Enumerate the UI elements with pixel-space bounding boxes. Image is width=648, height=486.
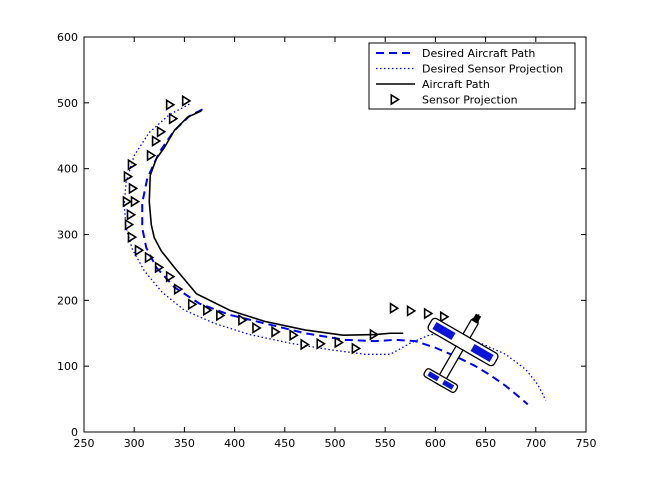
legend-label: Sensor Projection bbox=[422, 94, 518, 107]
sensor-projection-marker bbox=[168, 112, 179, 125]
sensor-projection-marker bbox=[127, 231, 138, 244]
x-tick-label: 350 bbox=[174, 437, 195, 450]
x-tick-label: 750 bbox=[576, 437, 597, 450]
sensor-projection-marker bbox=[406, 304, 417, 317]
sensor-projection-marker bbox=[154, 261, 165, 274]
sensor-projection-marker bbox=[144, 251, 155, 264]
legend-item: Sensor Projection bbox=[390, 93, 518, 107]
legend-item: Desired Aircraft Path bbox=[376, 47, 535, 60]
x-tick-label: 700 bbox=[525, 437, 546, 450]
series-desired-aircraft-path bbox=[141, 108, 529, 406]
legend-label: Desired Aircraft Path bbox=[422, 47, 535, 60]
y-tick-label: 100 bbox=[57, 360, 78, 373]
x-tick-label: 600 bbox=[425, 437, 446, 450]
sensor-projection-marker bbox=[238, 314, 248, 327]
sensor-projection-marker bbox=[389, 302, 400, 315]
sensor-projection-marker bbox=[126, 208, 137, 221]
series-aircraft-path bbox=[148, 110, 404, 337]
sensor-projection-marker bbox=[187, 298, 198, 311]
x-tick-label: 650 bbox=[475, 437, 496, 450]
series-desired-sensor-projection bbox=[123, 103, 547, 401]
sensor-projection-marker bbox=[423, 307, 434, 320]
sensor-projection-marker bbox=[252, 322, 262, 334]
legend-label: Desired Sensor Projection bbox=[422, 63, 563, 76]
series-sensor-projection bbox=[122, 94, 450, 355]
aircraft-wing-panel bbox=[470, 344, 494, 362]
x-tick-label: 500 bbox=[325, 437, 346, 450]
y-tick-label: 500 bbox=[57, 97, 78, 110]
sensor-projection-marker bbox=[271, 325, 281, 338]
sensor-projection-marker bbox=[369, 328, 380, 341]
sensor-projection-marker bbox=[351, 342, 362, 355]
sensor-projection-marker bbox=[124, 218, 135, 231]
sensor-projection-marker bbox=[289, 329, 299, 342]
sensor-projection-marker bbox=[300, 338, 310, 351]
sensor-projection-marker bbox=[122, 195, 133, 208]
series-line bbox=[141, 108, 529, 406]
sensor-projection-marker bbox=[216, 309, 226, 322]
sensor-projection-marker bbox=[156, 125, 167, 138]
aircraft-nose bbox=[471, 313, 482, 324]
sensor-projection-marker bbox=[134, 244, 145, 257]
sensor-projection-marker bbox=[334, 336, 345, 349]
x-tick-label: 550 bbox=[375, 437, 396, 450]
legend-marker bbox=[390, 93, 401, 106]
y-tick-label: 300 bbox=[57, 229, 78, 242]
sensor-projection-marker bbox=[146, 149, 157, 162]
y-tick-label: 600 bbox=[57, 31, 78, 44]
x-tick-label: 250 bbox=[74, 437, 95, 450]
y-tick-label: 200 bbox=[57, 294, 78, 307]
sensor-projection-marker bbox=[439, 310, 450, 323]
legend: Desired Aircraft Path Desired Sensor Proj… bbox=[368, 42, 576, 110]
series-line bbox=[123, 103, 547, 401]
sensor-projection-marker bbox=[202, 304, 213, 317]
aircraft-icon bbox=[423, 313, 499, 394]
sensor-projection-marker bbox=[181, 94, 192, 107]
x-tick-label: 450 bbox=[274, 437, 295, 450]
sensor-projection-marker bbox=[165, 98, 176, 111]
sensor-projection-marker bbox=[151, 135, 162, 147]
sensor-projection-marker bbox=[127, 158, 138, 171]
aircraft-wing-panel bbox=[432, 322, 456, 340]
plot-area bbox=[122, 94, 547, 406]
sensor-projection-marker bbox=[316, 337, 326, 350]
legend-label: Aircraft Path bbox=[422, 78, 490, 91]
aircraft-tail-panel bbox=[427, 371, 440, 382]
aircraft-tail-panel bbox=[442, 379, 455, 390]
y-tick-label: 400 bbox=[57, 163, 78, 176]
x-tick-label: 300 bbox=[124, 437, 145, 450]
series-line bbox=[148, 110, 404, 337]
legend-item: Aircraft Path bbox=[376, 78, 490, 91]
axis-ticks: 250 300 350 400 450 500 550 600 650 700 750 0 100 200… bbox=[57, 31, 597, 450]
y-tick-label: 0 bbox=[71, 426, 78, 439]
sensor-projection-marker bbox=[165, 270, 176, 283]
sensor-projection-marker bbox=[173, 283, 184, 296]
sensor-projection-marker bbox=[128, 182, 139, 195]
sensor-projection-marker bbox=[123, 170, 134, 183]
x-tick-label: 400 bbox=[224, 437, 245, 450]
legend-item: Desired Sensor Projection bbox=[376, 63, 563, 76]
